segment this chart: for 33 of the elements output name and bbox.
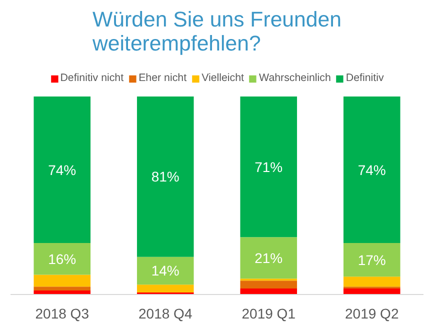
data-label: 71% [254, 158, 283, 175]
bar [136, 256, 194, 285]
legend-label: Wahrscheinlich [259, 72, 331, 84]
bar [343, 96, 400, 244]
bar [136, 96, 194, 257]
chart-title: Würden Sie uns Freunden weiterempfehlen? [92, 8, 342, 56]
bar [34, 96, 91, 244]
data-label: 16% [48, 250, 76, 267]
x-tick-label: 2019 Q1 [242, 306, 296, 322]
bar [240, 96, 298, 238]
bar [343, 243, 400, 277]
legend-label: Eher nicht [138, 72, 187, 84]
bar [34, 274, 91, 287]
bar [240, 280, 298, 289]
bar [240, 288, 298, 294]
legend-label: Definitiv [346, 72, 384, 84]
data-label: 21% [254, 250, 283, 266]
data-label: 74% [48, 162, 76, 178]
bar [34, 286, 91, 291]
data-label: 74% [358, 162, 386, 178]
bar [343, 288, 400, 294]
legend-label: Definitiv nicht [60, 72, 124, 84]
bar [34, 243, 91, 275]
data-label: 17% [358, 252, 386, 268]
bar [240, 237, 298, 279]
x-tick-label: 2018 Q3 [35, 306, 90, 322]
data-label: 14% [151, 262, 180, 279]
data-label: 81% [151, 168, 180, 185]
legend-label: Vielleicht [202, 72, 244, 84]
x-tick-label: 2018 Q4 [138, 306, 192, 322]
bar [136, 284, 194, 293]
x-tick-label: 2019 Q2 [345, 306, 399, 322]
bar [343, 276, 400, 287]
